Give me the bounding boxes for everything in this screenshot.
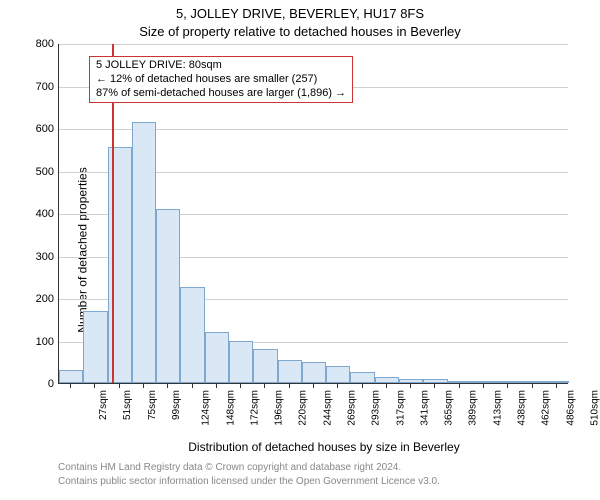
annotation-line-2: ← 12% of detached houses are smaller (25… (96, 73, 346, 87)
y-tick-label: 600 (14, 123, 54, 135)
x-tick-mark (192, 384, 193, 388)
x-tick-label: 220sqm (298, 390, 309, 426)
footer-licence: Contains public sector information licen… (58, 476, 440, 487)
histogram-bar (375, 377, 399, 383)
x-tick-mark (337, 384, 338, 388)
histogram-bar (278, 360, 302, 383)
histogram-bar (156, 209, 180, 383)
histogram-bar (180, 287, 204, 383)
x-tick-label: 124sqm (201, 390, 212, 426)
histogram-bar (326, 366, 350, 383)
x-tick-mark (386, 384, 387, 388)
x-tick-label: 196sqm (274, 390, 285, 426)
chart-title-address: 5, JOLLEY DRIVE, BEVERLEY, HU17 8FS (0, 6, 600, 21)
x-tick-mark (410, 384, 411, 388)
histogram-bar (545, 381, 569, 383)
histogram-bar (205, 332, 229, 383)
x-tick-mark (362, 384, 363, 388)
x-tick-mark (289, 384, 290, 388)
x-tick-label: 438sqm (517, 390, 528, 426)
x-tick-label: 172sqm (249, 390, 260, 426)
x-tick-mark (556, 384, 557, 388)
chart-title-desc: Size of property relative to detached ho… (0, 24, 600, 39)
x-tick-label: 462sqm (541, 390, 552, 426)
x-tick-label: 27sqm (98, 390, 109, 420)
y-tick-label: 0 (14, 378, 54, 390)
x-tick-label: 413sqm (492, 390, 503, 426)
histogram-bar (83, 311, 107, 383)
y-tick-label: 700 (14, 81, 54, 93)
x-tick-mark (459, 384, 460, 388)
footer-copyright: Contains HM Land Registry data © Crown c… (58, 462, 401, 473)
x-tick-label: 389sqm (468, 390, 479, 426)
x-tick-mark (94, 384, 95, 388)
y-axis-ticks: 0100200300400500600700800 (12, 44, 58, 384)
annotation-line-1: 5 JOLLEY DRIVE: 80sqm (96, 59, 346, 73)
x-tick-label: 244sqm (322, 390, 333, 426)
x-tick-label: 269sqm (347, 390, 358, 426)
x-tick-mark (434, 384, 435, 388)
histogram-bar (132, 122, 156, 383)
chart-container: 5, JOLLEY DRIVE, BEVERLEY, HU17 8FS Size… (0, 0, 600, 500)
x-tick-label: 99sqm (171, 390, 182, 420)
x-tick-label: 486sqm (565, 390, 576, 426)
x-tick-mark (313, 384, 314, 388)
x-tick-mark (483, 384, 484, 388)
histogram-bar (399, 379, 423, 383)
histogram-bar (253, 349, 277, 383)
y-tick-label: 800 (14, 38, 54, 50)
histogram-bar (229, 341, 253, 384)
histogram-bar (302, 362, 326, 383)
x-tick-mark (507, 384, 508, 388)
x-tick-label: 293sqm (371, 390, 382, 426)
x-tick-label: 148sqm (225, 390, 236, 426)
histogram-bar (350, 372, 374, 383)
x-tick-label: 510sqm (589, 390, 600, 426)
y-tick-label: 200 (14, 293, 54, 305)
histogram-bar (496, 381, 520, 383)
x-tick-label: 51sqm (122, 390, 133, 420)
histogram-bar (59, 370, 83, 383)
x-axis-label: Distribution of detached houses by size … (58, 440, 590, 454)
y-tick-label: 500 (14, 166, 54, 178)
y-tick-label: 300 (14, 251, 54, 263)
x-tick-label: 365sqm (444, 390, 455, 426)
x-tick-mark (143, 384, 144, 388)
annotation-box: 5 JOLLEY DRIVE: 80sqm ← 12% of detached … (89, 56, 353, 103)
x-tick-label: 341sqm (419, 390, 430, 426)
x-axis-ticks: 27sqm 51sqm 75sqm 99sqm 124sqm 148sqm 172sqm 19… (58, 384, 568, 440)
x-tick-mark (70, 384, 71, 388)
histogram-bar (423, 379, 447, 383)
y-tick-label: 100 (14, 336, 54, 348)
annotation-line-3: 87% of semi-detached houses are larger (… (96, 87, 346, 101)
plot-area: 5 JOLLEY DRIVE: 80sqm ← 12% of detached … (58, 44, 568, 384)
x-tick-mark (264, 384, 265, 388)
x-tick-mark (216, 384, 217, 388)
x-tick-label: 317sqm (395, 390, 406, 426)
histogram-bar (108, 147, 132, 383)
x-tick-mark (532, 384, 533, 388)
y-tick-label: 400 (14, 208, 54, 220)
x-tick-mark (240, 384, 241, 388)
x-tick-mark (119, 384, 120, 388)
x-tick-label: 75sqm (147, 390, 158, 420)
histogram-bar (520, 381, 544, 383)
histogram-bar (448, 381, 472, 383)
histogram-bar (472, 381, 496, 383)
x-tick-mark (167, 384, 168, 388)
